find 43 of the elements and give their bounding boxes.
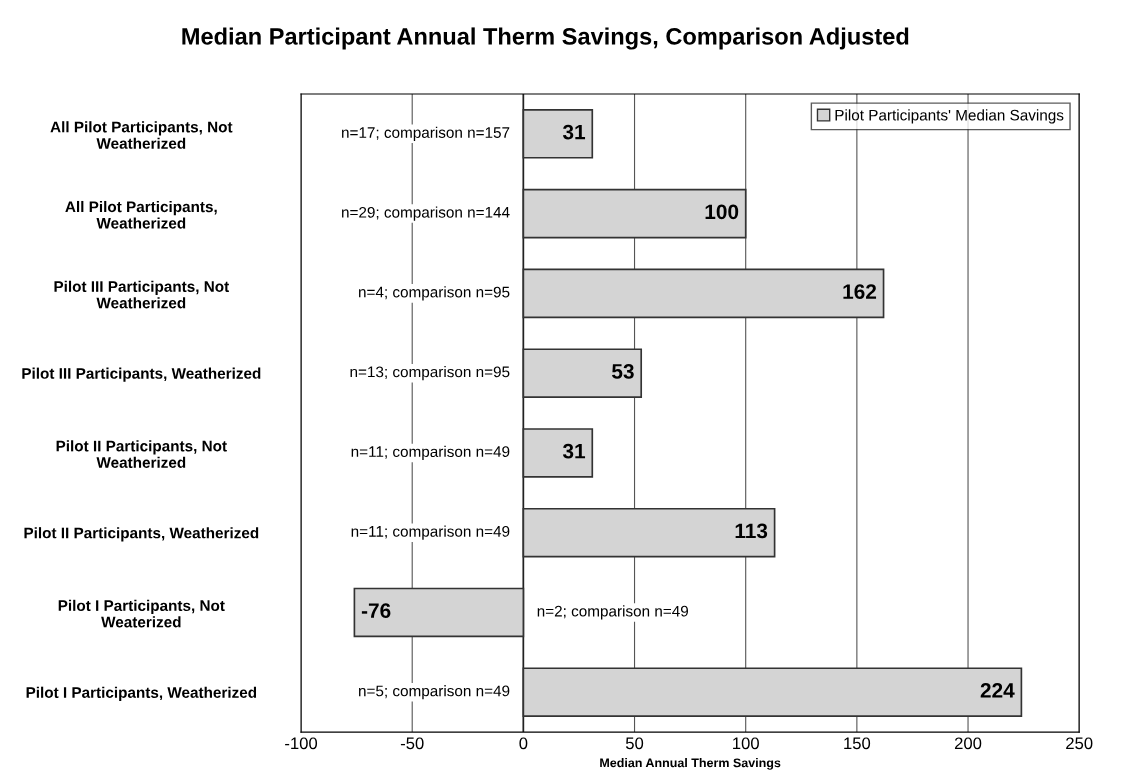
annotation: n=11; comparison n=49: [351, 445, 510, 461]
annotation: n=13; comparison n=95: [350, 366, 510, 381]
x-tick-label: 150: [844, 737, 871, 750]
bar: [522, 188, 747, 239]
x-tick-label: 50: [625, 737, 644, 750]
y-tick-label: Pilot I Participants, Weatherized: [26, 686, 257, 701]
y-tick-label: Pilot II Participants, Weatherized: [24, 527, 259, 542]
x-tick-label: -50: [400, 737, 424, 750]
bar: [522, 428, 594, 478]
data-label: 224: [980, 683, 1015, 698]
x-tick-label: -100: [285, 737, 318, 750]
x-tick-label: 100: [733, 737, 759, 750]
data-label: 162: [843, 284, 877, 299]
y-tick-label: Pilot III Participants, Weatherized: [22, 367, 261, 382]
annotation: n=11; comparison n=49: [351, 525, 510, 540]
bar: [353, 587, 525, 638]
annotation: n=17; comparison n=157: [342, 126, 510, 141]
legend-label: Pilot Participants' Median Savings: [835, 109, 1064, 124]
data-label: 53: [612, 363, 634, 379]
annotation: n=2; comparison n=49: [537, 605, 689, 620]
bar: [522, 268, 885, 319]
x-tick-label: 250: [1066, 737, 1093, 750]
data-label: 31: [562, 124, 586, 140]
bar: [522, 109, 594, 159]
bar: [522, 348, 643, 398]
y-tick-label: All Pilot Participants, Not Weatherized: [50, 121, 233, 149]
annotation: n=4; comparison n=95: [359, 286, 510, 301]
x-tick-label: 200: [954, 737, 982, 750]
y-tick-label: All Pilot Participants, Weatherized: [65, 200, 217, 229]
bar: [522, 667, 1023, 717]
y-tick-label: Pilot III Participants, Not Weatherized: [54, 280, 229, 309]
bar: [522, 507, 776, 558]
x-axis-title: Median Annual Therm Savings: [600, 758, 781, 770]
x-tick-label: 0: [519, 737, 528, 750]
data-label: 113: [735, 523, 768, 539]
data-label: 100: [705, 204, 739, 220]
annotation: n=29; comparison n=144: [342, 206, 510, 221]
data-label: -76: [361, 603, 391, 619]
annotation: n=5; comparison n=49: [359, 685, 510, 700]
y-tick-label: Pilot I Participants, Not Weaterized: [58, 599, 225, 628]
data-label: 31: [562, 443, 586, 459]
chart-title: Median Participant Annual Therm Savings, Comparison Adjusted: [182, 27, 909, 50]
y-tick-label: Pilot II Participants, Not Weatherized: [56, 440, 227, 468]
